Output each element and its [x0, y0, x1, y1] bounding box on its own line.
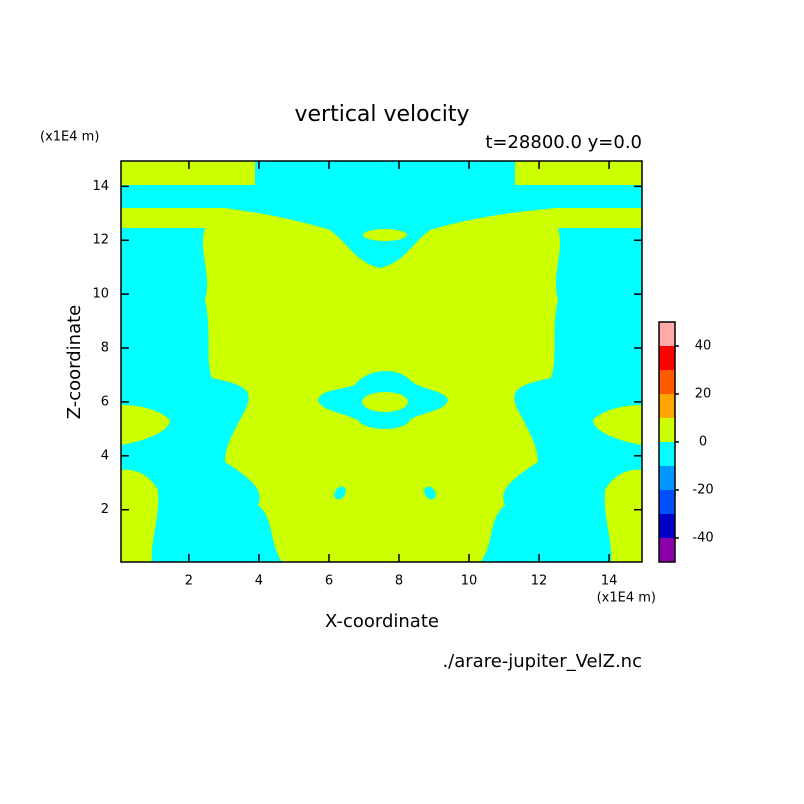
colorbar-bin	[659, 322, 675, 346]
contour-region	[424, 486, 436, 500]
colorbar-tick-label: 40	[695, 339, 712, 354]
colorbar-bin	[659, 346, 675, 370]
y-tick-label: 8	[101, 341, 109, 356]
contour-region	[121, 161, 642, 268]
chart-subtitle: t=28800.0 y=0.0	[485, 132, 642, 153]
x-unit: (x1E4 m)	[597, 591, 656, 606]
contour-field	[121, 161, 642, 562]
y-tick-label: 4	[101, 448, 109, 463]
plot-frame	[120, 160, 643, 563]
y-tick-label: 12	[92, 233, 109, 248]
colorbar-bin	[659, 490, 675, 514]
contour-region	[334, 486, 346, 500]
y-tick-label: 6	[101, 394, 109, 409]
y-tick-label: 10	[92, 287, 109, 302]
y-tick-label: 14	[92, 179, 109, 194]
colorbar-bin	[659, 514, 675, 538]
colorbar-bin	[659, 442, 675, 466]
x-tick-label: 14	[601, 574, 618, 589]
colorbar-tick-label: 20	[695, 387, 712, 402]
x-tick-label: 10	[461, 574, 478, 589]
colorbar-bin	[659, 394, 675, 418]
y-axis-label: Z-coordinate	[64, 305, 85, 420]
y-tick-label: 2	[101, 502, 109, 517]
source-label: ./arare-jupiter_VelZ.nc	[442, 651, 642, 672]
x-tick-label: 8	[395, 574, 403, 589]
colorbar-tick-label: -40	[692, 531, 713, 546]
contour-region	[362, 392, 408, 412]
x-axis-label: X-coordinate	[325, 611, 439, 632]
y-unit: (x1E4 m)	[40, 130, 99, 145]
x-tick-label: 6	[325, 574, 333, 589]
x-tick-label: 4	[255, 574, 263, 589]
colorbar-bin	[659, 370, 675, 394]
colorbar-tick-label: 0	[699, 435, 707, 450]
colorbar-bin	[659, 418, 675, 442]
chart-title: vertical velocity	[294, 102, 469, 127]
colorbar-bin	[659, 466, 675, 490]
x-tick-label: 2	[185, 574, 193, 589]
contour-region	[363, 229, 407, 241]
colorbar-tick-label: -20	[692, 483, 713, 498]
colorbar-bin	[659, 538, 675, 562]
x-tick-label: 12	[531, 574, 548, 589]
